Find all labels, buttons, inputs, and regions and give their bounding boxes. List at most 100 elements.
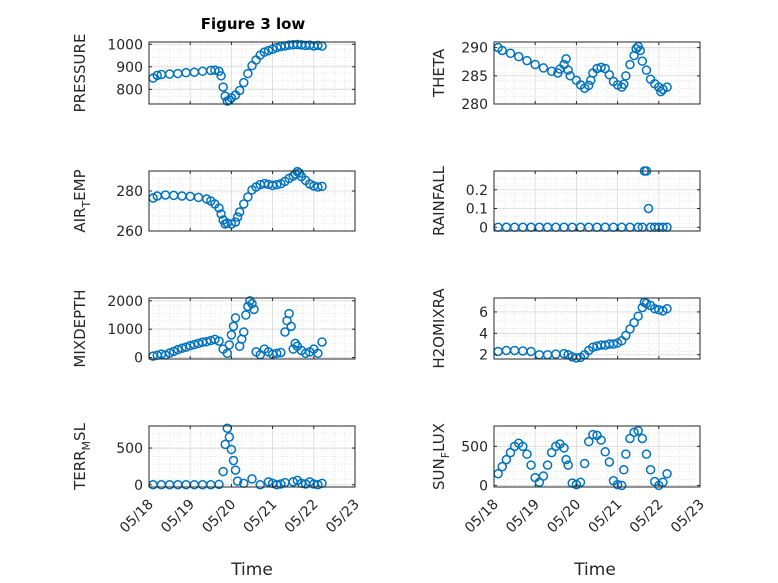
data-point (538, 63, 549, 73)
data-point (224, 432, 235, 442)
data-point (243, 192, 253, 202)
data-point (662, 468, 672, 479)
data-point (177, 343, 187, 353)
data-point (612, 479, 623, 490)
data-point (563, 65, 573, 75)
data-point (645, 465, 656, 475)
x-axis-label-right: Time (573, 560, 616, 580)
data-point (641, 65, 652, 75)
data-point (579, 458, 590, 469)
data-point (214, 66, 224, 77)
data-point (247, 474, 257, 484)
data-point (317, 181, 327, 192)
data-point (584, 80, 594, 91)
y-axis-label: H2OMIXRA (430, 288, 448, 369)
data-point (284, 308, 294, 319)
y-tick-label: 2 (479, 348, 488, 364)
data-point (280, 327, 290, 337)
y-tick-label: 2000 (107, 294, 143, 310)
data-point (181, 342, 191, 352)
data-point (290, 169, 301, 179)
data-point (625, 324, 635, 334)
data-point (633, 425, 643, 436)
data-point (619, 79, 629, 90)
data-point (530, 59, 540, 70)
y-tick-label: 0 (479, 478, 488, 494)
data-point (584, 436, 594, 447)
data-point (189, 339, 200, 350)
x-axis-label-left: Time (230, 560, 273, 580)
figure-title: Figure 3 low (201, 15, 306, 33)
data-point (226, 330, 237, 340)
data-point (501, 454, 512, 465)
subplot-5: 0 1000 2000 MIXDEPTH (71, 289, 356, 368)
data-point (575, 477, 586, 488)
data-point (300, 348, 311, 359)
subplot-4: 0 0.1 0.2 RAINFALL (430, 165, 701, 236)
data-point (220, 439, 230, 450)
data-point (625, 59, 635, 70)
data-point (546, 66, 557, 77)
data-point (259, 47, 270, 57)
data-point (234, 207, 245, 217)
data-point (526, 460, 536, 470)
data-point (228, 455, 239, 466)
y-tick-label: 290 (461, 41, 488, 57)
y-tick-label: 260 (116, 224, 143, 240)
data-point (633, 311, 643, 321)
data-point (216, 209, 226, 219)
y-tick-label: 900 (116, 60, 143, 76)
data-point (505, 48, 516, 59)
data-point (239, 77, 249, 88)
data-point (249, 304, 259, 315)
data-point (226, 444, 237, 455)
axes-box (493, 170, 701, 232)
data-point (214, 479, 224, 490)
data-point (224, 340, 235, 350)
data-point (629, 427, 639, 438)
data-point (214, 203, 224, 213)
data-point (263, 477, 274, 487)
data-point (561, 54, 571, 64)
y-axis-label: TERRMSL (71, 422, 93, 491)
y-tick-label: 1000 (107, 322, 143, 338)
data-point (604, 457, 615, 467)
data-point (276, 479, 286, 489)
axes-box (148, 41, 356, 105)
data-point (263, 45, 274, 56)
data-point (185, 340, 195, 351)
data-point (230, 217, 241, 227)
y-tick-label: 0 (134, 351, 143, 367)
y-tick-label: 285 (461, 69, 488, 85)
data-point (317, 337, 327, 347)
subplot-2: 280 285 290 THETA (430, 41, 701, 113)
data-point (641, 449, 652, 459)
y-axis-label: SUNFLUX (430, 423, 452, 490)
axes-box (148, 425, 356, 488)
data-point (152, 70, 162, 81)
data-point (662, 82, 672, 92)
axes-box (493, 297, 701, 360)
data-point (497, 45, 507, 56)
data-point (271, 179, 282, 190)
y-tick-label: 0.2 (466, 183, 488, 199)
axes-box (148, 297, 356, 360)
data-point (243, 68, 253, 79)
data-point (522, 449, 532, 459)
data-point (600, 447, 610, 457)
y-tick-label: 6 (479, 305, 488, 321)
data-point (218, 466, 228, 477)
data-point (629, 317, 639, 328)
y-tick-label: 0.1 (466, 202, 488, 218)
y-axis-label: THETA (430, 48, 448, 98)
y-axis-label: AIRTEMP (71, 169, 93, 232)
data-point (234, 85, 245, 96)
data-point (239, 327, 249, 337)
y-tick-label: 0 (479, 220, 488, 236)
data-point (604, 69, 615, 80)
data-point (313, 182, 323, 192)
data-point (621, 71, 631, 81)
data-point (230, 465, 241, 475)
data-point (313, 40, 323, 51)
data-point (637, 433, 648, 444)
